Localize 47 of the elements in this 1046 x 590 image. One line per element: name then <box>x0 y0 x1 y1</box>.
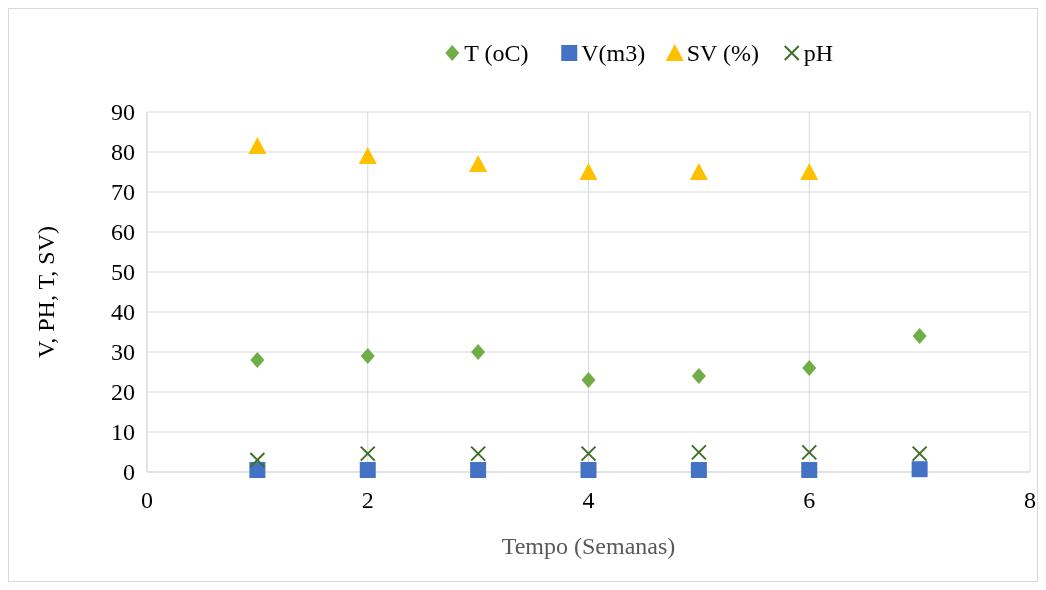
point <box>580 445 597 462</box>
legend-label: V(m3) <box>581 40 646 67</box>
point <box>360 348 375 364</box>
point <box>248 137 267 154</box>
point <box>581 372 596 388</box>
point <box>802 360 817 376</box>
x-axis-title: Tempo (Semanas) <box>501 533 676 559</box>
x-tick-label: 0 <box>141 487 153 513</box>
y-tick-label: 20 <box>111 379 135 406</box>
point <box>469 155 488 172</box>
point <box>691 368 706 384</box>
point <box>800 163 819 180</box>
point <box>911 445 928 462</box>
point <box>471 344 486 360</box>
y-tick-label: 0 <box>123 459 135 486</box>
y-tick-label: 30 <box>111 339 135 366</box>
y-axis-title: V, PH, T, SV) <box>33 225 59 359</box>
point <box>359 445 376 462</box>
point <box>358 147 377 164</box>
legend-label: T (oC) <box>464 40 529 67</box>
y-tick-label: 90 <box>111 99 135 126</box>
legend-label: pH <box>803 40 834 67</box>
y-tick-label: 60 <box>111 219 135 246</box>
point <box>579 163 598 180</box>
point <box>801 462 818 478</box>
point <box>911 461 928 478</box>
point <box>690 444 707 461</box>
x-tick-label: 2 <box>361 487 374 513</box>
point <box>689 163 708 180</box>
point <box>470 445 487 462</box>
y-tick-label: 50 <box>111 259 135 286</box>
y-tick-label: 40 <box>111 299 135 326</box>
point <box>912 328 927 344</box>
point <box>470 462 487 478</box>
point <box>580 462 597 478</box>
y-tick-label: 80 <box>111 139 135 166</box>
point <box>249 452 266 468</box>
point <box>250 352 265 368</box>
point <box>690 462 707 478</box>
y-tick-label: 70 <box>111 179 135 206</box>
x-tick-label: 8 <box>1024 487 1036 513</box>
point <box>801 444 818 461</box>
legend-label: SV (%) <box>686 40 759 67</box>
x-tick-label: 4 <box>582 487 595 513</box>
x-tick-label: 6 <box>803 487 816 513</box>
point <box>359 462 376 478</box>
y-tick-label: 10 <box>111 419 135 446</box>
